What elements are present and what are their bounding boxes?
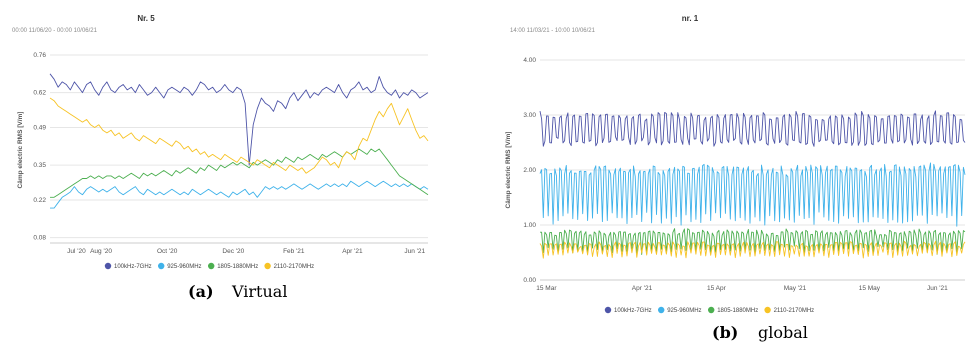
chart-b-title: nr. 1 (682, 14, 699, 23)
a-legend-marker-3[interactable] (208, 262, 215, 270)
a-ytick-label: 0.62 (33, 90, 46, 97)
a-ytick-label: 0.49 (33, 125, 46, 132)
b-ytick-label: 2.00 (523, 167, 536, 174)
chart-a-ylabel: Câmp electric RMS [V/m] (17, 112, 24, 189)
a-xtick-label: Jun '21 (404, 248, 425, 255)
a-ytick-label: 0.76 (33, 52, 46, 59)
a-xtick-label: Feb '21 (283, 248, 305, 255)
b-xtick-label: Apr '21 (632, 285, 653, 292)
a-xtick-label: Apr '21 (342, 248, 363, 255)
b-legend-label-3[interactable]: 1805-1880MHz (717, 308, 758, 314)
caption-a-text: Virtual (231, 282, 287, 301)
a-legend-marker-1[interactable] (104, 262, 112, 270)
a-legend-label-3[interactable]: 1805-1880MHz (217, 264, 258, 270)
caption-b-text: global (758, 323, 808, 342)
b-xtick-label: May '21 (784, 285, 807, 292)
b-ytick-label: 0.00 (523, 277, 536, 284)
a-xtick-label: Jul '20 (67, 248, 86, 255)
a-series-line-4 (49, 97, 429, 174)
caption-b-label: (b) (712, 323, 738, 342)
b-legend-marker-4[interactable] (764, 306, 771, 314)
b-legend-marker-3[interactable] (708, 306, 715, 314)
b-xtick-label: Jun '21 (927, 285, 948, 292)
a-legend-marker-2[interactable] (158, 262, 165, 270)
b-series-line-1 (539, 110, 966, 147)
a-series-line-3 (50, 148, 429, 198)
b-legend-label-4[interactable]: 2110-2170MHz (774, 308, 815, 314)
a-legend-label-4[interactable]: 2110-2170MHz (274, 264, 315, 270)
a-xtick-label: Dec '20 (222, 248, 244, 255)
a-xtick-label: Oct '20 (157, 248, 178, 255)
b-legend-marker-1[interactable] (604, 306, 612, 314)
caption-a-label: (a) (188, 282, 214, 301)
b-xtick-label: 15 May (859, 285, 881, 292)
b-xtick-label: 15 Mar (536, 285, 557, 292)
b-series-line-2 (539, 162, 966, 227)
b-series-line-3 (540, 228, 966, 255)
a-ytick-label: 0.35 (33, 162, 46, 169)
b-ytick-label: 4.00 (523, 57, 536, 64)
b-series-line-4 (539, 240, 966, 259)
chart-a-title: Nr. 5 (137, 14, 155, 23)
b-ytick-label: 3.00 (523, 112, 536, 119)
a-xtick-label: Aug '20 (90, 248, 112, 255)
a-legend-label-1[interactable]: 100kHz-7GHz (114, 264, 152, 270)
a-ytick-label: 0.08 (33, 235, 46, 242)
a-series-line-1 (49, 73, 429, 166)
chart-a: Nr. 5 00:00 11/06/20 - 00:00 10/06/21 Câ… (12, 14, 429, 270)
a-legend-label-2[interactable]: 925-960MHz (167, 264, 201, 270)
chart-a-subtitle: 00:00 11/06/20 - 00:00 10/06/21 (12, 28, 98, 34)
b-ytick-label: 1.00 (523, 222, 536, 229)
a-legend-marker-4[interactable] (264, 262, 271, 270)
a-series-line-2 (50, 180, 429, 209)
chart-b-ylabel: Câmp electric RMS [V/m] (505, 132, 512, 209)
b-legend-label-2[interactable]: 925-960MHz (667, 308, 701, 314)
chart-b: nr. 1 14:00 11/03/21 - 10:00 10/06/21 Câ… (505, 14, 966, 314)
chart-b-subtitle: 14:00 11/03/21 - 10:00 10/06/21 (510, 28, 596, 34)
b-legend-marker-2[interactable] (658, 306, 665, 314)
b-legend-label-1[interactable]: 100kHz-7GHz (614, 308, 652, 314)
b-xtick-label: 15 Apr (707, 285, 727, 292)
a-ytick-label: 0.22 (33, 197, 46, 204)
